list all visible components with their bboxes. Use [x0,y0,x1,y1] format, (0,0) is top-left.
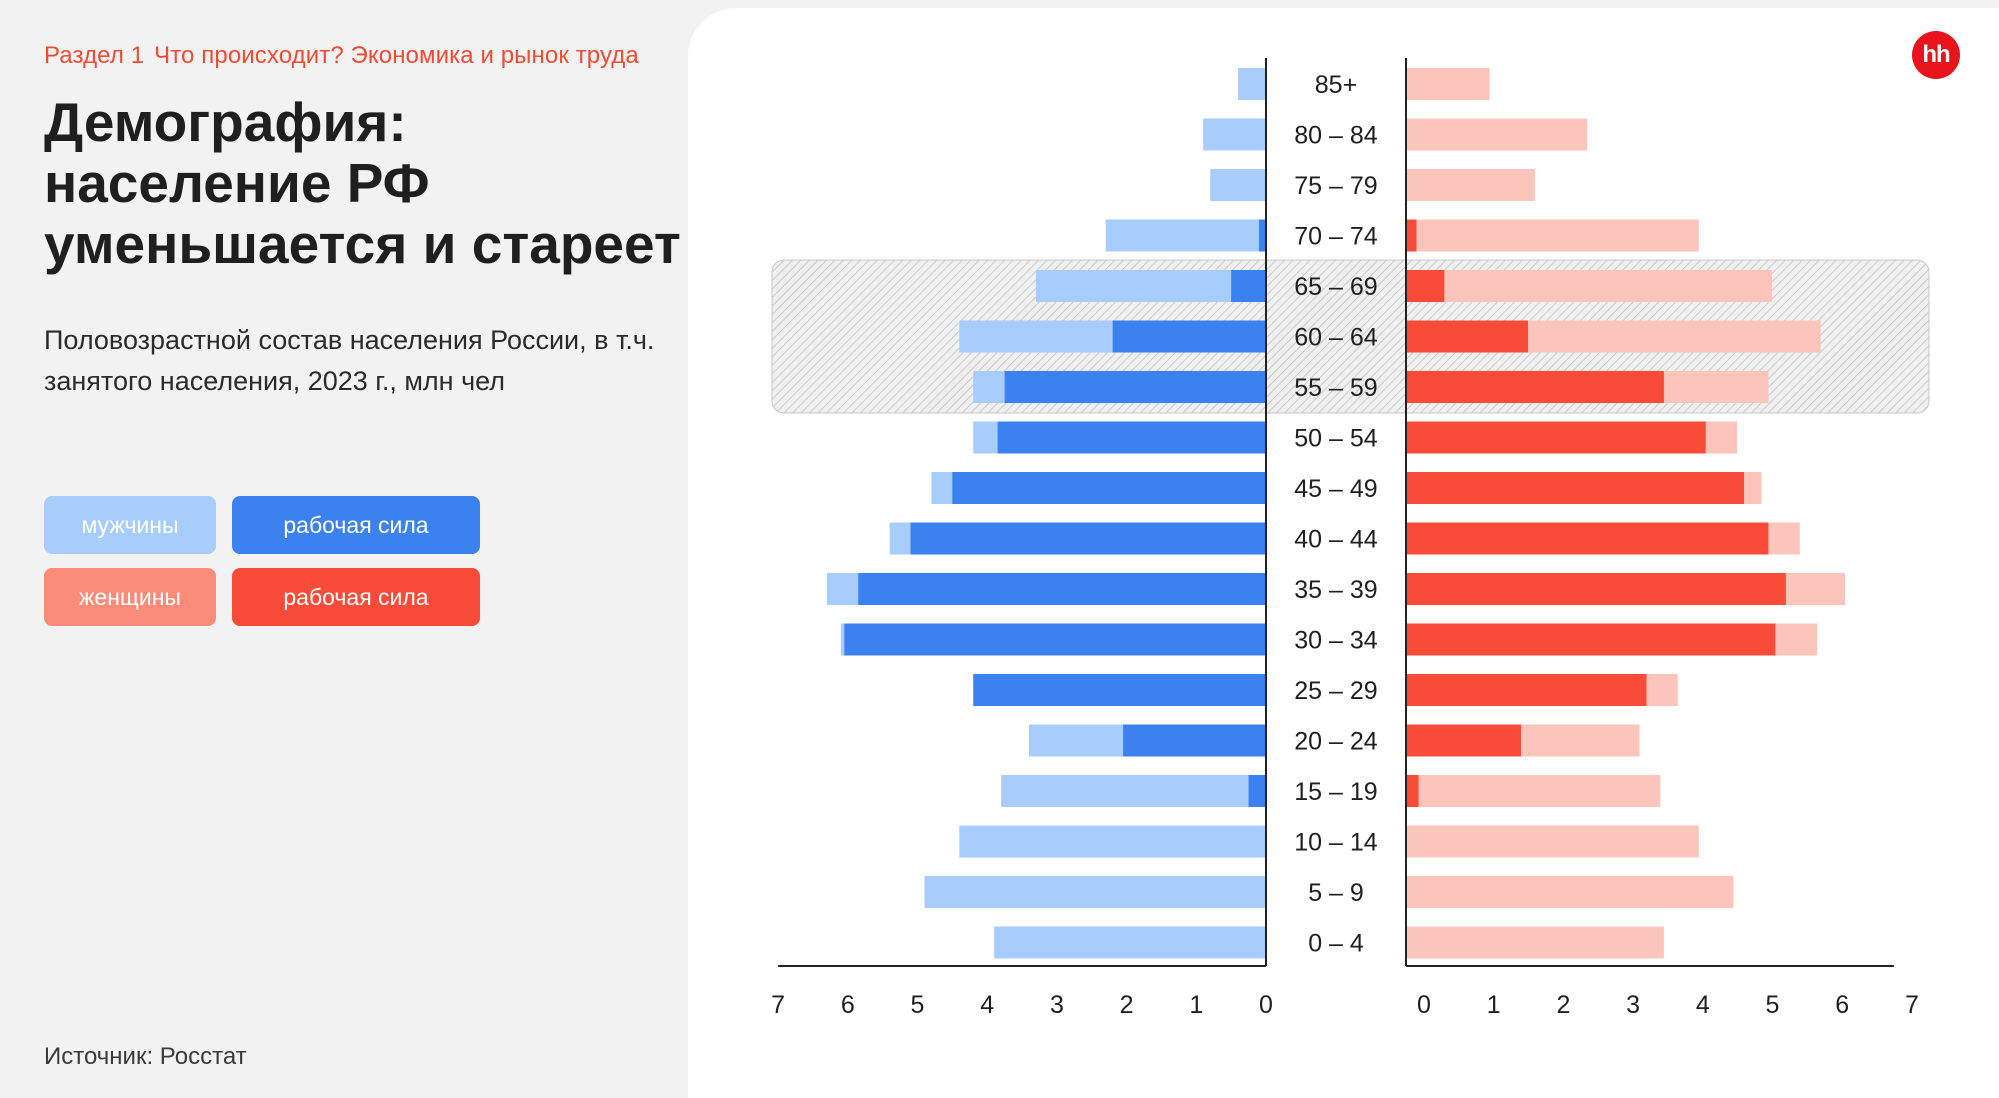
bar-men-total [1203,118,1266,151]
page-subtitle: Половозрастной состав населения России, … [44,325,655,396]
section-label: Раздел 1 [44,42,145,69]
bar-women-total [1406,68,1490,100]
source-note: Источник: Росстат [44,1043,247,1070]
age-group-label: 55 – 59 [1294,374,1377,402]
bar-women-total [1406,118,1588,151]
bar-men-workforce [910,522,1266,555]
bar-women-total [1406,270,1772,302]
bar-women-total [1406,876,1734,908]
age-group-label: 15 – 19 [1294,778,1377,806]
right-tick-label: 0 [1417,991,1431,1019]
bar-men-workforce [1123,724,1266,757]
legend-women-button[interactable]: женщины [44,568,216,626]
left-tick-label: 7 [771,991,785,1019]
age-group-label: 45 – 49 [1294,475,1377,503]
bar-men-workforce [973,674,1266,706]
age-group-label: 70 – 74 [1294,223,1378,251]
age-group-label: 25 – 29 [1294,677,1377,705]
bar-men-total [994,926,1266,959]
legend-men-workforce-button[interactable]: рабочая сила [232,496,480,554]
bar-men-workforce [1248,775,1266,807]
left-tick-label: 4 [980,991,994,1019]
bar-women-workforce [1406,674,1647,706]
age-group-label: 50 – 54 [1294,425,1378,453]
left-tick-label: 5 [911,991,925,1019]
bar-men-workforce [952,472,1266,504]
left-tick-label: 0 [1259,991,1273,1019]
bar-women-total [1406,825,1699,858]
bar-men-workforce [1112,320,1266,353]
right-tick-label: 3 [1626,991,1640,1019]
right-tick-label: 1 [1487,991,1501,1019]
left-tick-label: 6 [841,991,855,1019]
age-group-label: 0 – 4 [1308,930,1364,958]
bar-women-workforce [1406,775,1419,807]
bar-women-workforce [1406,371,1664,403]
left-tick-label: 2 [1120,991,1134,1019]
age-group-label: 5 – 9 [1308,879,1364,907]
age-group-label: 35 – 39 [1294,576,1377,604]
bar-men-total [959,825,1266,858]
bar-men-total [1238,68,1266,100]
section-heading: Раздел 1 Что происходит? Экономика и рыно… [44,42,639,70]
legend-women-workforce-button[interactable]: рабочая сила [232,568,480,626]
bar-women-workforce [1406,724,1522,757]
section-title: Что происходит? Экономика и рынок труда [154,42,639,69]
bar-women-workforce [1406,421,1706,454]
age-group-label: 40 – 44 [1294,526,1378,554]
right-tick-label: 2 [1556,991,1570,1019]
bar-women-total [1406,219,1699,252]
hh-logo[interactable]: hh [1912,31,1960,79]
right-tick-label: 5 [1766,991,1780,1019]
bar-women-workforce [1406,573,1786,605]
age-group-label: 80 – 84 [1294,122,1378,150]
left-tick-label: 3 [1050,991,1064,1019]
bar-women-workforce [1406,320,1528,353]
age-group-label: 10 – 14 [1294,829,1378,857]
bar-men-total [1001,775,1266,807]
bar-women-workforce [1406,522,1769,555]
right-tick-label: 7 [1905,991,1919,1019]
age-group-label: 30 – 34 [1294,627,1378,655]
age-group-label: 75 – 79 [1294,172,1377,200]
bar-women-workforce [1406,270,1445,302]
left-tick-label: 1 [1189,991,1203,1019]
bar-women-total [1406,775,1661,807]
bar-men-workforce [1259,219,1266,252]
bar-men-total [1105,219,1266,252]
legend-men-button[interactable]: мужчины [44,496,216,554]
bar-men-total [924,876,1266,908]
bar-men-workforce [997,421,1266,454]
bar-men-workforce [1231,270,1266,302]
bar-men-workforce [858,573,1266,605]
bar-women-total [1406,169,1535,201]
bar-women-total [1406,926,1664,959]
bar-women-workforce [1406,623,1776,656]
page-title: Демография: население РФ уменьшается и с… [44,91,681,275]
age-group-label: 85+ [1315,71,1357,99]
bar-men-total [1210,169,1266,201]
bar-women-workforce [1406,219,1417,252]
age-group-label: 20 – 24 [1294,728,1378,756]
bar-men-total [1035,270,1266,302]
right-tick-label: 6 [1835,991,1849,1019]
right-tick-label: 4 [1696,991,1710,1019]
age-group-label: 60 – 64 [1294,324,1378,352]
bar-men-workforce [1004,371,1266,403]
age-group-label: 65 – 69 [1294,273,1377,301]
bar-men-workforce [844,623,1266,656]
bar-women-workforce [1406,472,1745,504]
